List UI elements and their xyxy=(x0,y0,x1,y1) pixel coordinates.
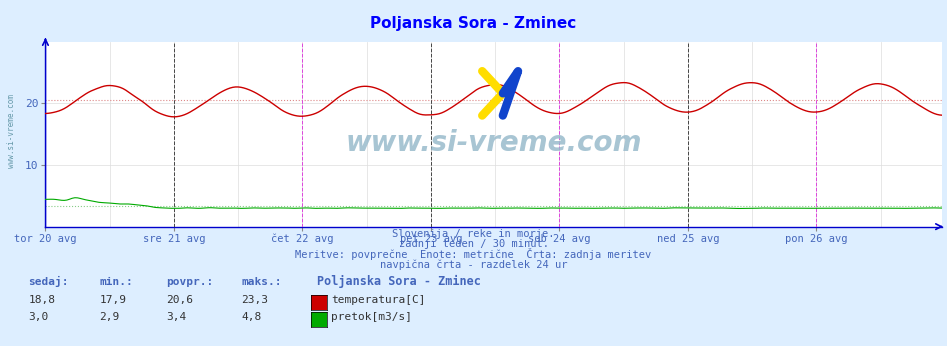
Text: 2,9: 2,9 xyxy=(99,312,119,322)
Text: www.si-vreme.com: www.si-vreme.com xyxy=(7,94,16,169)
Text: Meritve: povprečne  Enote: metrične  Črta: zadnja meritev: Meritve: povprečne Enote: metrične Črta:… xyxy=(295,248,652,260)
Text: zadnji teden / 30 minut.: zadnji teden / 30 minut. xyxy=(399,239,548,249)
Text: 3,4: 3,4 xyxy=(166,312,186,322)
Text: min.:: min.: xyxy=(99,277,134,288)
Text: Poljanska Sora - Zminec: Poljanska Sora - Zminec xyxy=(317,275,481,289)
Text: pretok[m3/s]: pretok[m3/s] xyxy=(331,312,413,322)
Text: Slovenija / reke in morje.: Slovenija / reke in morje. xyxy=(392,229,555,239)
Text: 17,9: 17,9 xyxy=(99,295,127,305)
Text: maks.:: maks.: xyxy=(241,277,282,288)
Text: 3,0: 3,0 xyxy=(28,312,48,322)
Text: 18,8: 18,8 xyxy=(28,295,56,305)
Text: www.si-vreme.com: www.si-vreme.com xyxy=(346,129,642,157)
Text: Poljanska Sora - Zminec: Poljanska Sora - Zminec xyxy=(370,16,577,30)
Text: 4,8: 4,8 xyxy=(241,312,261,322)
Text: 20,6: 20,6 xyxy=(166,295,193,305)
Text: sedaj:: sedaj: xyxy=(28,276,69,288)
Text: 23,3: 23,3 xyxy=(241,295,269,305)
Text: temperatura[C]: temperatura[C] xyxy=(331,295,426,305)
Text: navpična črta - razdelek 24 ur: navpična črta - razdelek 24 ur xyxy=(380,260,567,270)
Text: povpr.:: povpr.: xyxy=(166,277,213,288)
